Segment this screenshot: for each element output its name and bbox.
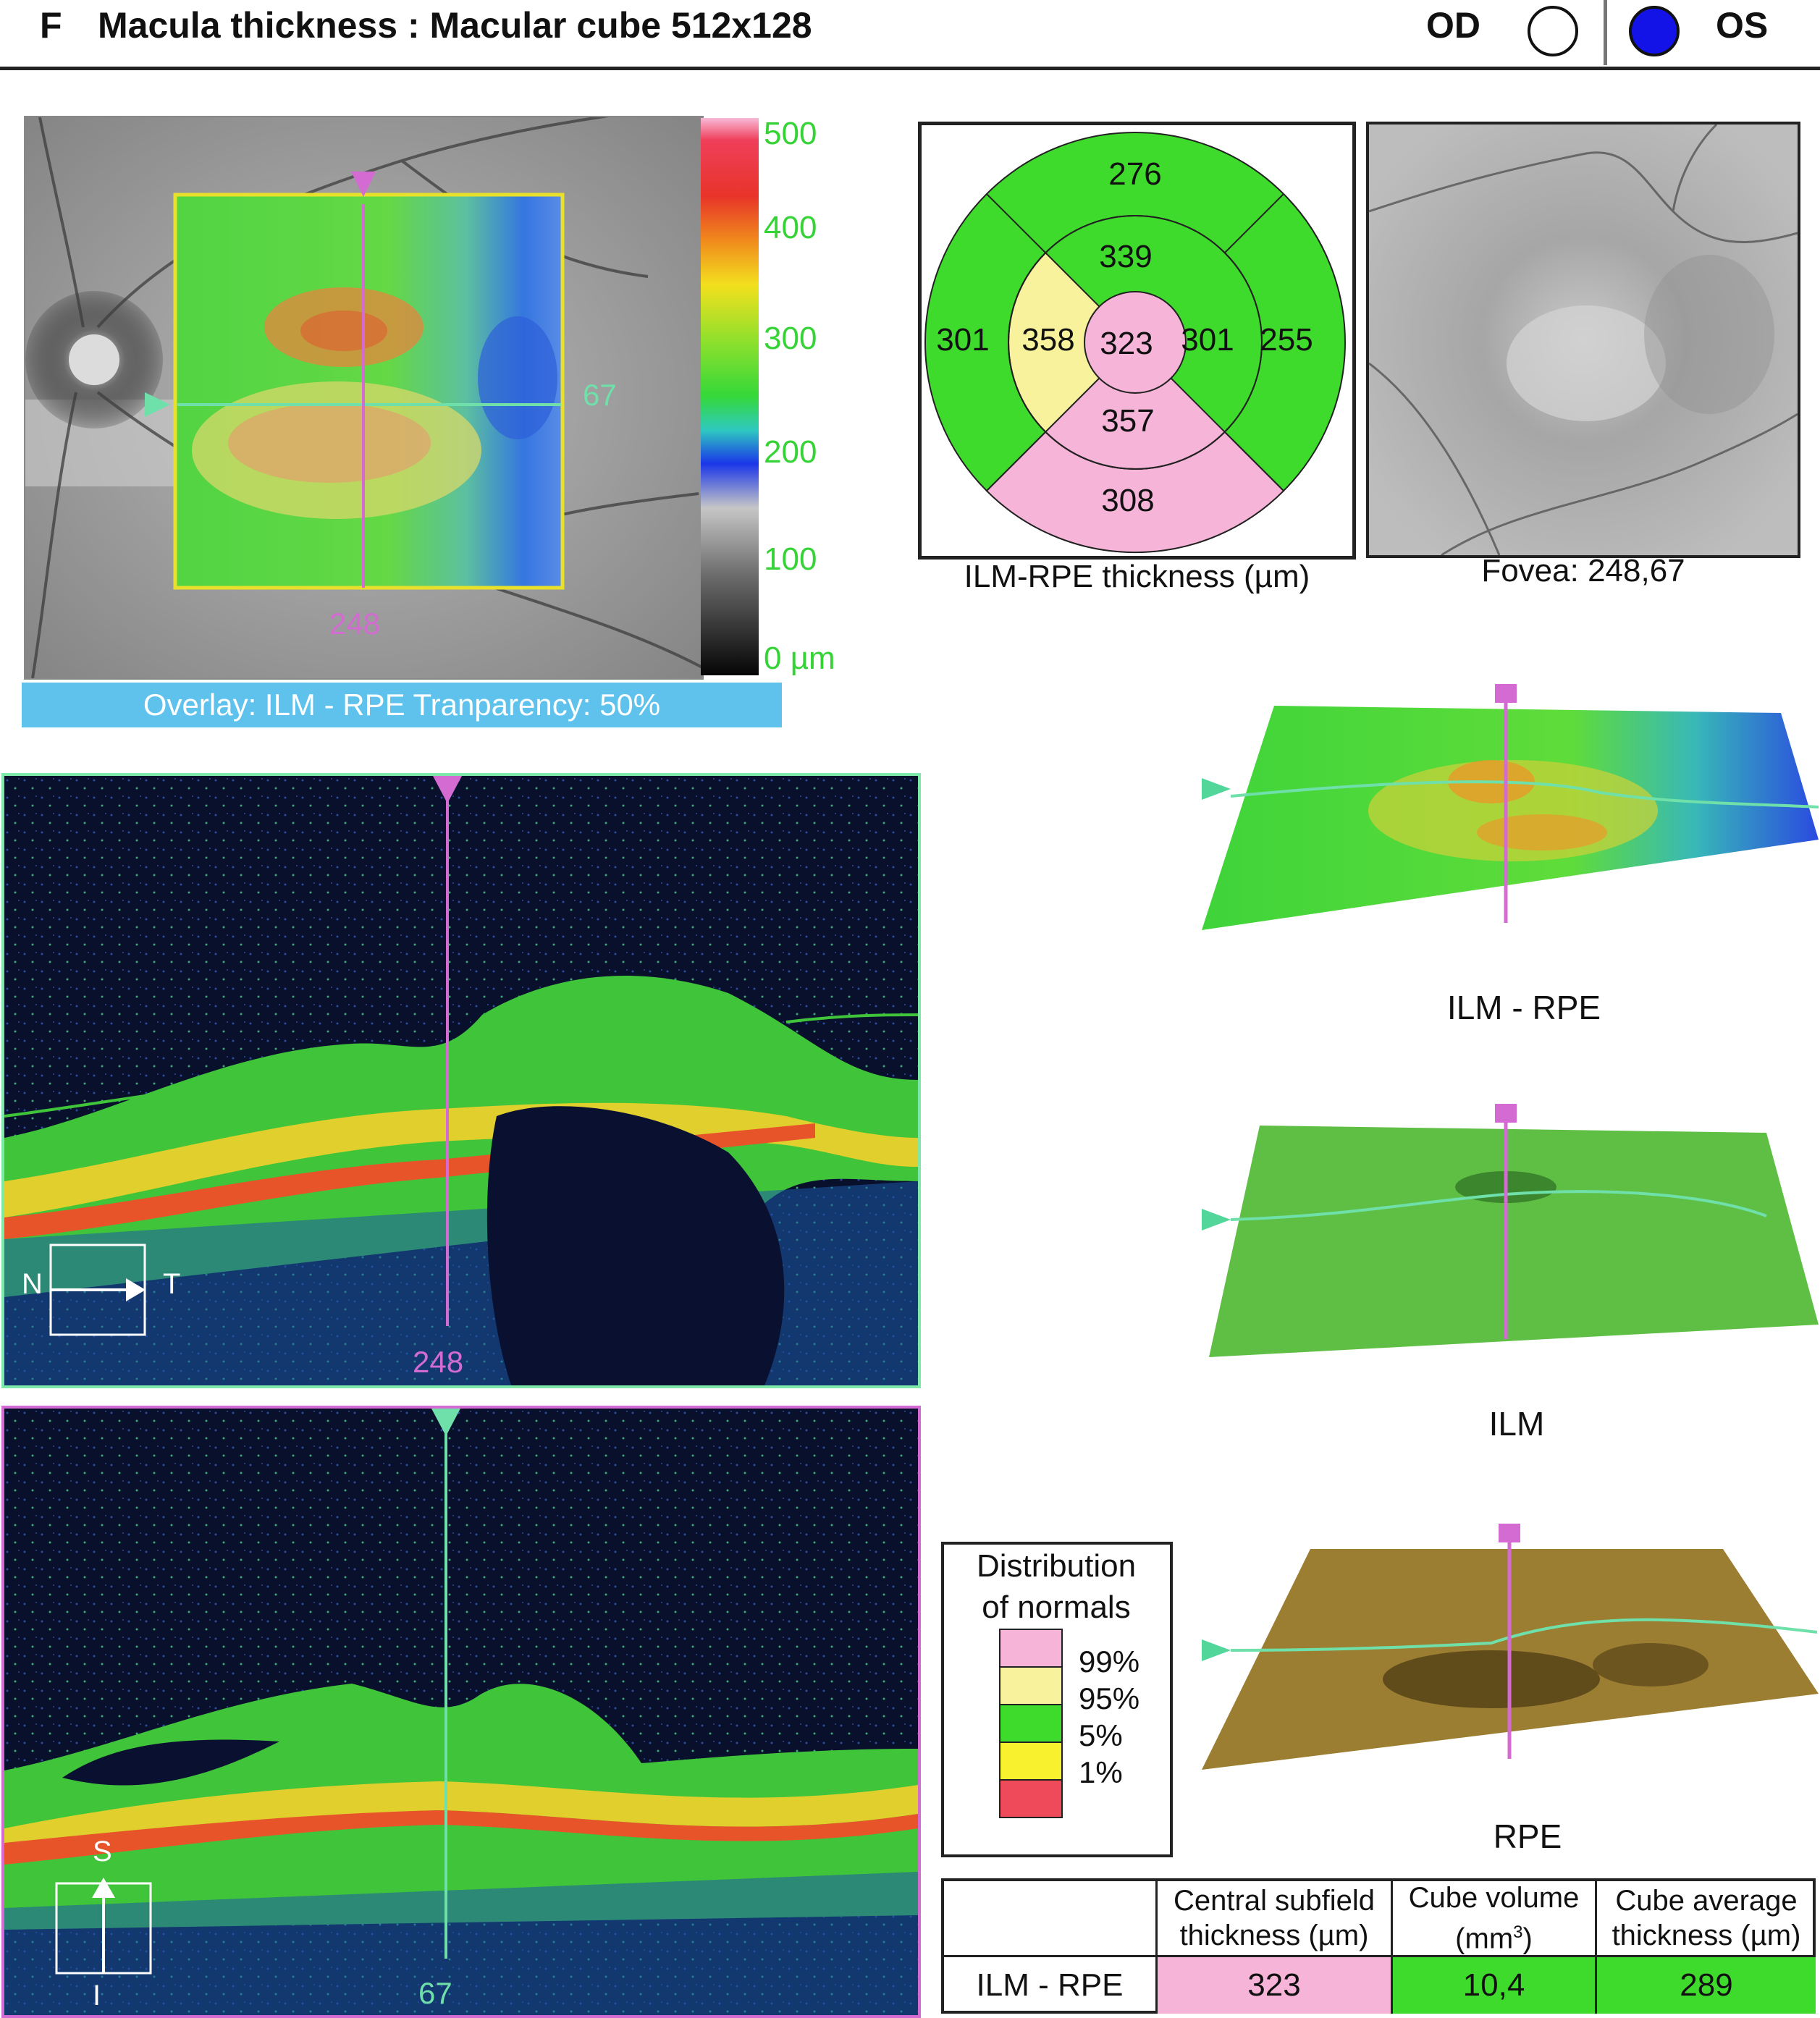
bscan-vertical-marker: 67	[418, 1976, 452, 2010]
od-label: OD	[1426, 5, 1480, 46]
thickness-summary-table: Central subfield thickness (µm) Cube vol…	[941, 1878, 1816, 2014]
legend-label: 99%	[1079, 1645, 1140, 1679]
eye-divider	[1604, 0, 1607, 65]
row-label-ilm-rpe: ILM - RPE	[944, 1957, 1158, 2014]
colorbar-tick: 0 µm	[764, 641, 835, 676]
header-avg-line1: Cube average	[1615, 1885, 1798, 1917]
sector-outer-superior: 276	[1108, 156, 1162, 192]
fundus-image[interactable]	[24, 116, 704, 680]
sector-inner-nasal: 358	[1021, 322, 1075, 358]
table-empty-header	[944, 1881, 1158, 1957]
fovea-caption: Fovea: 248,67	[1481, 553, 1685, 588]
legend-title: Distribution of normals	[941, 1545, 1171, 1628]
header-vol-line2: (mm3)	[1455, 1915, 1533, 1956]
header-vol-sup: 3	[1513, 1922, 1523, 1942]
overlay-transparency-bar[interactable]: Overlay: ILM - RPE Tranparency: 50%	[22, 683, 782, 727]
colorbar-tick: 500	[764, 116, 817, 151]
report-header	[0, 0, 1820, 70]
thickness-colorbar	[701, 118, 759, 675]
sector-inner-temporal: 301	[1181, 322, 1234, 358]
bscan-vertical-dir-bottom: I	[93, 1980, 101, 2011]
value-central-subfield: 323	[1158, 1957, 1393, 2014]
colorbar-svg	[701, 118, 759, 675]
colorbar-tick: 200	[764, 434, 817, 470]
header-cube-volume: Cube volume (mm3)	[1393, 1881, 1597, 1957]
value-cube-volume: 10,4	[1393, 1957, 1597, 2014]
header-avg-line2: thickness (µm)	[1612, 1920, 1801, 1951]
report-title: Macula thickness : Macular cube 512x128	[98, 5, 812, 46]
os-eye-indicator[interactable]	[1629, 6, 1680, 56]
bscan-vertical-dir-top: S	[93, 1836, 112, 1867]
sector-outer-inferior: 308	[1101, 483, 1155, 518]
sector-inner-inferior: 357	[1101, 403, 1155, 439]
value-cube-average: 289	[1597, 1957, 1816, 2014]
bscan-horizontal-marker: 248	[413, 1345, 464, 1379]
surface-rpe-svg	[1202, 1524, 1819, 1770]
fundus-vertical-marker: 248	[329, 607, 381, 641]
colorbar-tick: 400	[764, 210, 817, 245]
sector-outer-temporal: 255	[1260, 322, 1313, 358]
normals-legend	[941, 1542, 1173, 1857]
surface-ilm-rpe-caption: ILM - RPE	[1446, 989, 1601, 1026]
header-central-subfield: Central subfield thickness (µm)	[1158, 1881, 1393, 1957]
colorbar-tick: 300	[764, 321, 817, 356]
surface-rpe[interactable]	[1202, 1520, 1819, 1777]
surface-ilm-svg	[1202, 1104, 1819, 1357]
fundus-horizontal-marker: 67	[583, 378, 617, 412]
od-eye-indicator[interactable]	[1528, 6, 1578, 56]
panel-letter: F	[40, 5, 62, 46]
surface-ilm-rpe[interactable]	[1202, 680, 1819, 941]
legend-swatch	[999, 1742, 1063, 1781]
legend-label: 95%	[1079, 1681, 1140, 1715]
etdrs-sector-map	[918, 122, 1356, 560]
legend-label: 1%	[1079, 1755, 1123, 1789]
legend-swatch	[999, 1629, 1063, 1668]
legend-swatch	[999, 1704, 1063, 1743]
bscan-horizontal-dir-from: N	[22, 1268, 43, 1300]
os-label: OS	[1716, 5, 1769, 46]
header-vol-line1: Cube volume	[1408, 1881, 1580, 1914]
sector-map-caption: ILM-RPE thickness (µm)	[964, 559, 1310, 594]
sector-center: 323	[1100, 326, 1153, 361]
legend-label: 5%	[1079, 1718, 1123, 1752]
header-csf-line2: thickness (µm)	[1179, 1920, 1369, 1951]
bscan-horizontal-svg	[4, 776, 918, 1385]
colorbar-tick: 100	[764, 541, 817, 577]
surface-rpe-caption: RPE	[1493, 1818, 1562, 1855]
surface-ilm-caption: ILM	[1488, 1405, 1545, 1443]
sector-inner-superior: 339	[1099, 239, 1153, 274]
sector-outer-nasal: 301	[936, 322, 990, 358]
legend-title-line2: of normals	[982, 1590, 1131, 1625]
sector-svg	[924, 132, 1346, 553]
surface-ilm[interactable]	[1202, 1100, 1819, 1364]
bscan-vertical[interactable]	[1, 1406, 921, 2018]
header-csf-line1: Central subfield	[1174, 1885, 1375, 1917]
legend-title-line1: Distribution	[976, 1548, 1137, 1584]
header-cube-average: Cube average thickness (µm)	[1597, 1881, 1816, 1957]
legend-swatch	[999, 1666, 1063, 1705]
bscan-horizontal[interactable]	[1, 773, 921, 1388]
fundus-svg	[25, 117, 702, 678]
header-vol-close: )	[1522, 1922, 1533, 1955]
fovea-svg	[1369, 124, 1798, 555]
fovea-fundus-image[interactable]	[1366, 122, 1800, 558]
header-vol-open: (mm	[1455, 1922, 1514, 1955]
surface-ilm-rpe-svg	[1202, 684, 1819, 930]
legend-swatch	[999, 1779, 1063, 1818]
bscan-horizontal-dir-to: T	[163, 1268, 181, 1300]
bscan-vertical-svg	[4, 1409, 918, 2015]
